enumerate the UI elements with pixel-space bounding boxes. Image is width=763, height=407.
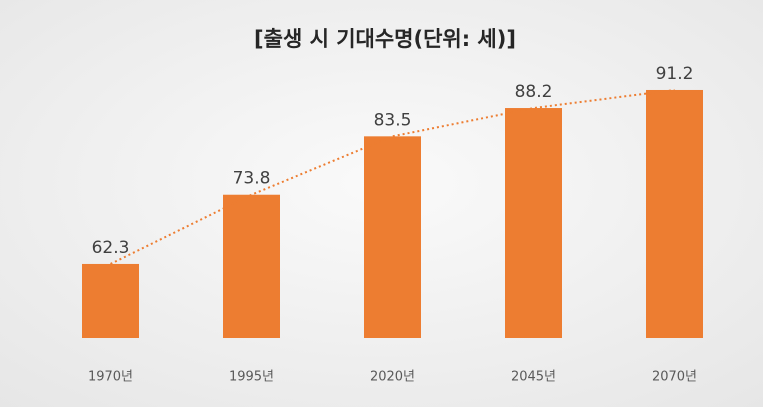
value-label: 62.3 [92,238,130,258]
x-tick-label: 2070년 [652,370,697,385]
bar [364,136,421,338]
value-label: 91.2 [656,64,694,84]
x-tick-label: 2045년 [511,370,556,385]
x-tick-label: 1995년 [229,370,274,385]
bar [223,194,280,338]
x-tick-label: 1970년 [88,370,133,385]
value-label: 88.2 [515,82,553,102]
value-label: 83.5 [374,110,412,130]
trendline [110,88,675,265]
bar [505,108,562,338]
x-tick-label: 2020년 [370,370,415,385]
bar [646,89,703,338]
chart-title: [출생 시 기대수명(단위: 세)] [254,27,516,51]
bar [82,263,139,338]
value-label: 73.8 [233,169,271,189]
